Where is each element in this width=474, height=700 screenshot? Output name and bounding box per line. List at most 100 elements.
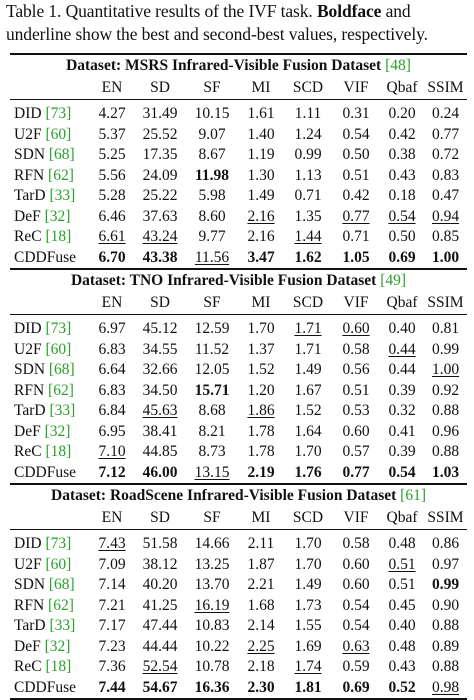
value-text: 0.58 (342, 535, 370, 552)
value-cell: 1.19 (238, 145, 284, 166)
method-citation[interactable]: [73] (45, 535, 72, 552)
value-cell: 0.51 (332, 381, 380, 402)
method-citation[interactable]: [32] (44, 637, 71, 655)
value-text: 45.12 (142, 320, 178, 337)
value-cell: 1.40 (238, 125, 284, 146)
column-header: SD (150, 509, 170, 526)
method-cell: DID [73] (10, 534, 90, 555)
method-citation[interactable]: [18] (45, 228, 72, 245)
value-text: 1.05 (342, 248, 370, 266)
value-text: 8.73 (198, 443, 226, 460)
method-name: DID (14, 320, 42, 337)
column-header: SSIM (427, 509, 464, 526)
value-text: 8.60 (198, 207, 226, 225)
value-text: 7.17 (98, 617, 126, 634)
section-body: DID [73] 6.97 45.12 12.59 1.70 1.71 0.60 0.40 0.… (10, 319, 467, 483)
method-name: DID (14, 535, 42, 552)
value-text: 9.77 (198, 228, 226, 245)
value-cell: 1.00 (424, 248, 467, 269)
value-text: 46.00 (142, 463, 178, 481)
value-text: 47.44 (142, 617, 178, 634)
value-cell: 0.88 (424, 442, 467, 463)
method-cell: DeF [32] (10, 207, 90, 228)
method-citation[interactable]: [62] (48, 596, 74, 614)
value-text: 0.88 (431, 443, 460, 460)
value-cell: 6.61 (90, 227, 134, 248)
value-cell: 5.98 (186, 186, 238, 207)
value-cell: 1.13 (284, 166, 332, 187)
value-text: 31.49 (142, 105, 178, 122)
value-text: 40.20 (142, 576, 178, 593)
method-citation[interactable]: [60] (45, 340, 72, 358)
method-citation[interactable]: [73] (45, 105, 72, 122)
method-citation[interactable]: [32] (44, 422, 71, 440)
value-text: 0.85 (431, 228, 460, 245)
method-citation[interactable]: [32] (44, 207, 71, 225)
value-cell: 1.71 (284, 340, 332, 361)
value-cell: 0.60 (332, 319, 380, 340)
value-cell: 0.44 (380, 360, 424, 381)
section-title-citation[interactable]: [48] (385, 57, 411, 74)
value-cell: 38.41 (134, 422, 186, 443)
method-citation[interactable]: [60] (45, 125, 72, 143)
value-text: 0.53 (342, 402, 370, 419)
method-citation[interactable]: [68] (48, 146, 75, 163)
value-text: 8.68 (198, 402, 226, 419)
method-cell: RFN [62] (10, 166, 90, 187)
value-cell: 2.18 (238, 657, 284, 678)
value-text: 5.37 (98, 125, 126, 143)
value-text: 0.39 (388, 443, 416, 460)
value-text: 0.60 (342, 320, 370, 337)
value-text: 0.90 (431, 596, 460, 614)
value-cell: 0.85 (424, 227, 467, 248)
value-text: 1.70 (294, 443, 322, 460)
value-cell: 0.43 (380, 166, 424, 187)
value-text: 1.73 (294, 596, 322, 614)
method-citation[interactable]: [73] (45, 320, 72, 337)
value-cell: 34.55 (134, 340, 186, 361)
method-citation[interactable]: [62] (48, 381, 74, 399)
method-citation[interactable]: [33] (49, 187, 76, 204)
method-citation[interactable]: [18] (45, 658, 72, 675)
value-text: 1.35 (294, 207, 322, 225)
value-cell: 1.35 (284, 207, 332, 228)
value-text: 0.50 (342, 146, 370, 163)
value-text: 0.54 (388, 207, 416, 225)
value-cell: 0.50 (380, 227, 424, 248)
value-cell: 5.25 (90, 145, 134, 166)
method-citation[interactable]: [33] (49, 402, 76, 419)
value-cell: 7.36 (90, 657, 134, 678)
method-citation[interactable]: [68] (48, 576, 75, 593)
method-citation[interactable]: [68] (48, 361, 75, 378)
column-header: SD (150, 294, 170, 311)
value-cell: 0.50 (332, 145, 380, 166)
value-text: 44.85 (142, 443, 178, 460)
method-citation[interactable]: [60] (45, 555, 72, 573)
value-cell: 32.66 (134, 360, 186, 381)
value-text: 34.50 (142, 381, 178, 399)
value-text: 1.64 (294, 422, 322, 440)
table-row: ReC [18] 6.61 43.24 9.77 2.16 1.44 0.71 0.50 0.8… (10, 227, 467, 248)
value-text: 10.78 (194, 658, 230, 675)
value-text: 2.19 (247, 463, 275, 481)
value-cell: 0.51 (380, 575, 424, 596)
value-cell: 1.78 (238, 422, 284, 443)
value-text: 0.48 (388, 535, 416, 552)
value-text: 6.95 (98, 422, 126, 440)
method-citation[interactable]: [33] (49, 617, 76, 634)
value-cell: 0.58 (332, 340, 380, 361)
value-text: 0.51 (388, 555, 416, 573)
section-title-citation[interactable]: [61] (400, 487, 426, 504)
method-citation[interactable]: [18] (45, 443, 72, 460)
method-name: SDN (14, 576, 46, 593)
value-cell: 7.44 (90, 678, 134, 699)
value-cell: 0.54 (332, 596, 380, 617)
method-citation[interactable]: [62] (48, 166, 74, 184)
method-name: SDN (14, 361, 46, 378)
value-cell: 0.88 (424, 616, 467, 637)
section-title-citation[interactable]: [49] (380, 272, 407, 289)
method-cell: U2F [60] (10, 125, 90, 146)
value-text: 0.59 (342, 658, 370, 675)
value-text: 16.36 (194, 678, 230, 696)
value-cell: 1.05 (332, 248, 380, 269)
